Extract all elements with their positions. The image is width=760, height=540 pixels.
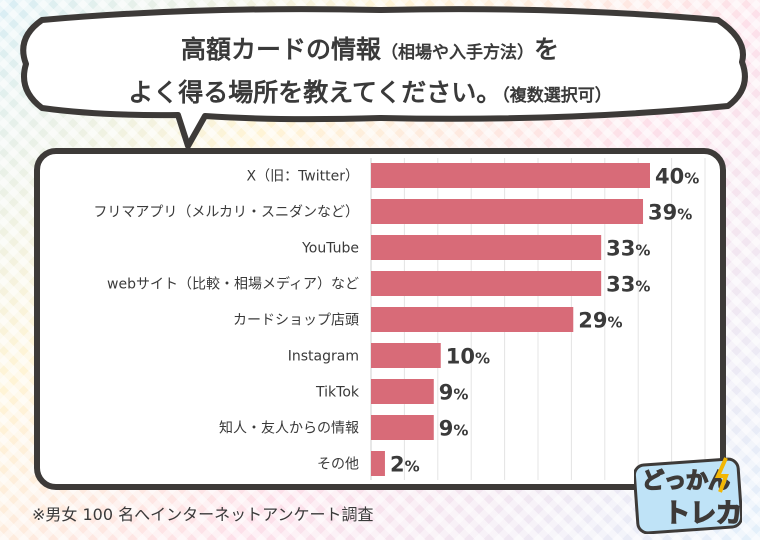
- category-label: フリマアプリ（メルカリ・スニダンなど）: [93, 205, 359, 221]
- value-label: 9%: [439, 417, 469, 441]
- bar: [371, 379, 434, 404]
- dokkan-toreka-logo: どっかん トレカ: [634, 457, 742, 534]
- value-label: 40%: [655, 165, 699, 189]
- value-label: 29%: [578, 309, 622, 333]
- bar: [371, 199, 644, 224]
- logo-text-top: どっかん: [642, 469, 730, 494]
- logo-text-bottom: トレカ: [664, 499, 742, 529]
- bar: [371, 415, 434, 440]
- value-label: 10%: [446, 345, 490, 369]
- bar: [371, 163, 650, 188]
- bar: [371, 307, 574, 332]
- survey-footnote: ※男女 100 名へインターネットアンケート調査: [32, 505, 374, 524]
- survey-question-title: 高額カードの情報（相場や入手方法）を よく得る場所を教えてください。（複数選択可…: [60, 30, 680, 116]
- bar: [371, 271, 602, 296]
- bar: [371, 235, 602, 260]
- category-label: 知人・友人からの情報: [219, 420, 359, 437]
- category-label: Instagram: [288, 349, 359, 365]
- title-line1-main: 高額カードの情報: [180, 35, 381, 64]
- value-label: 9%: [439, 381, 469, 405]
- speech-bubble: [20, 6, 748, 149]
- category-label: その他: [317, 457, 359, 473]
- category-label: カードショップ店頭: [233, 313, 359, 329]
- category-label: YouTube: [301, 241, 359, 257]
- value-label: 33%: [606, 273, 650, 297]
- lightning-icon: [714, 457, 729, 493]
- value-label: 33%: [606, 237, 650, 261]
- title-line1-tail: を: [534, 35, 560, 64]
- category-label: TikTok: [315, 385, 360, 401]
- title-line2-paren: （複数選択可）: [501, 86, 612, 106]
- category-label: X（旧：Twitter）: [246, 169, 359, 185]
- value-label: 39%: [648, 201, 692, 225]
- bar: [371, 343, 441, 368]
- bar: [371, 451, 385, 476]
- category-label: webサイト（比較・相場メディア）など: [107, 276, 359, 293]
- title-line1-paren: （相場や入手方法）: [381, 43, 534, 63]
- value-label: 2%: [390, 453, 420, 477]
- title-line2-main: よく得る場所を教えてください。: [128, 78, 502, 107]
